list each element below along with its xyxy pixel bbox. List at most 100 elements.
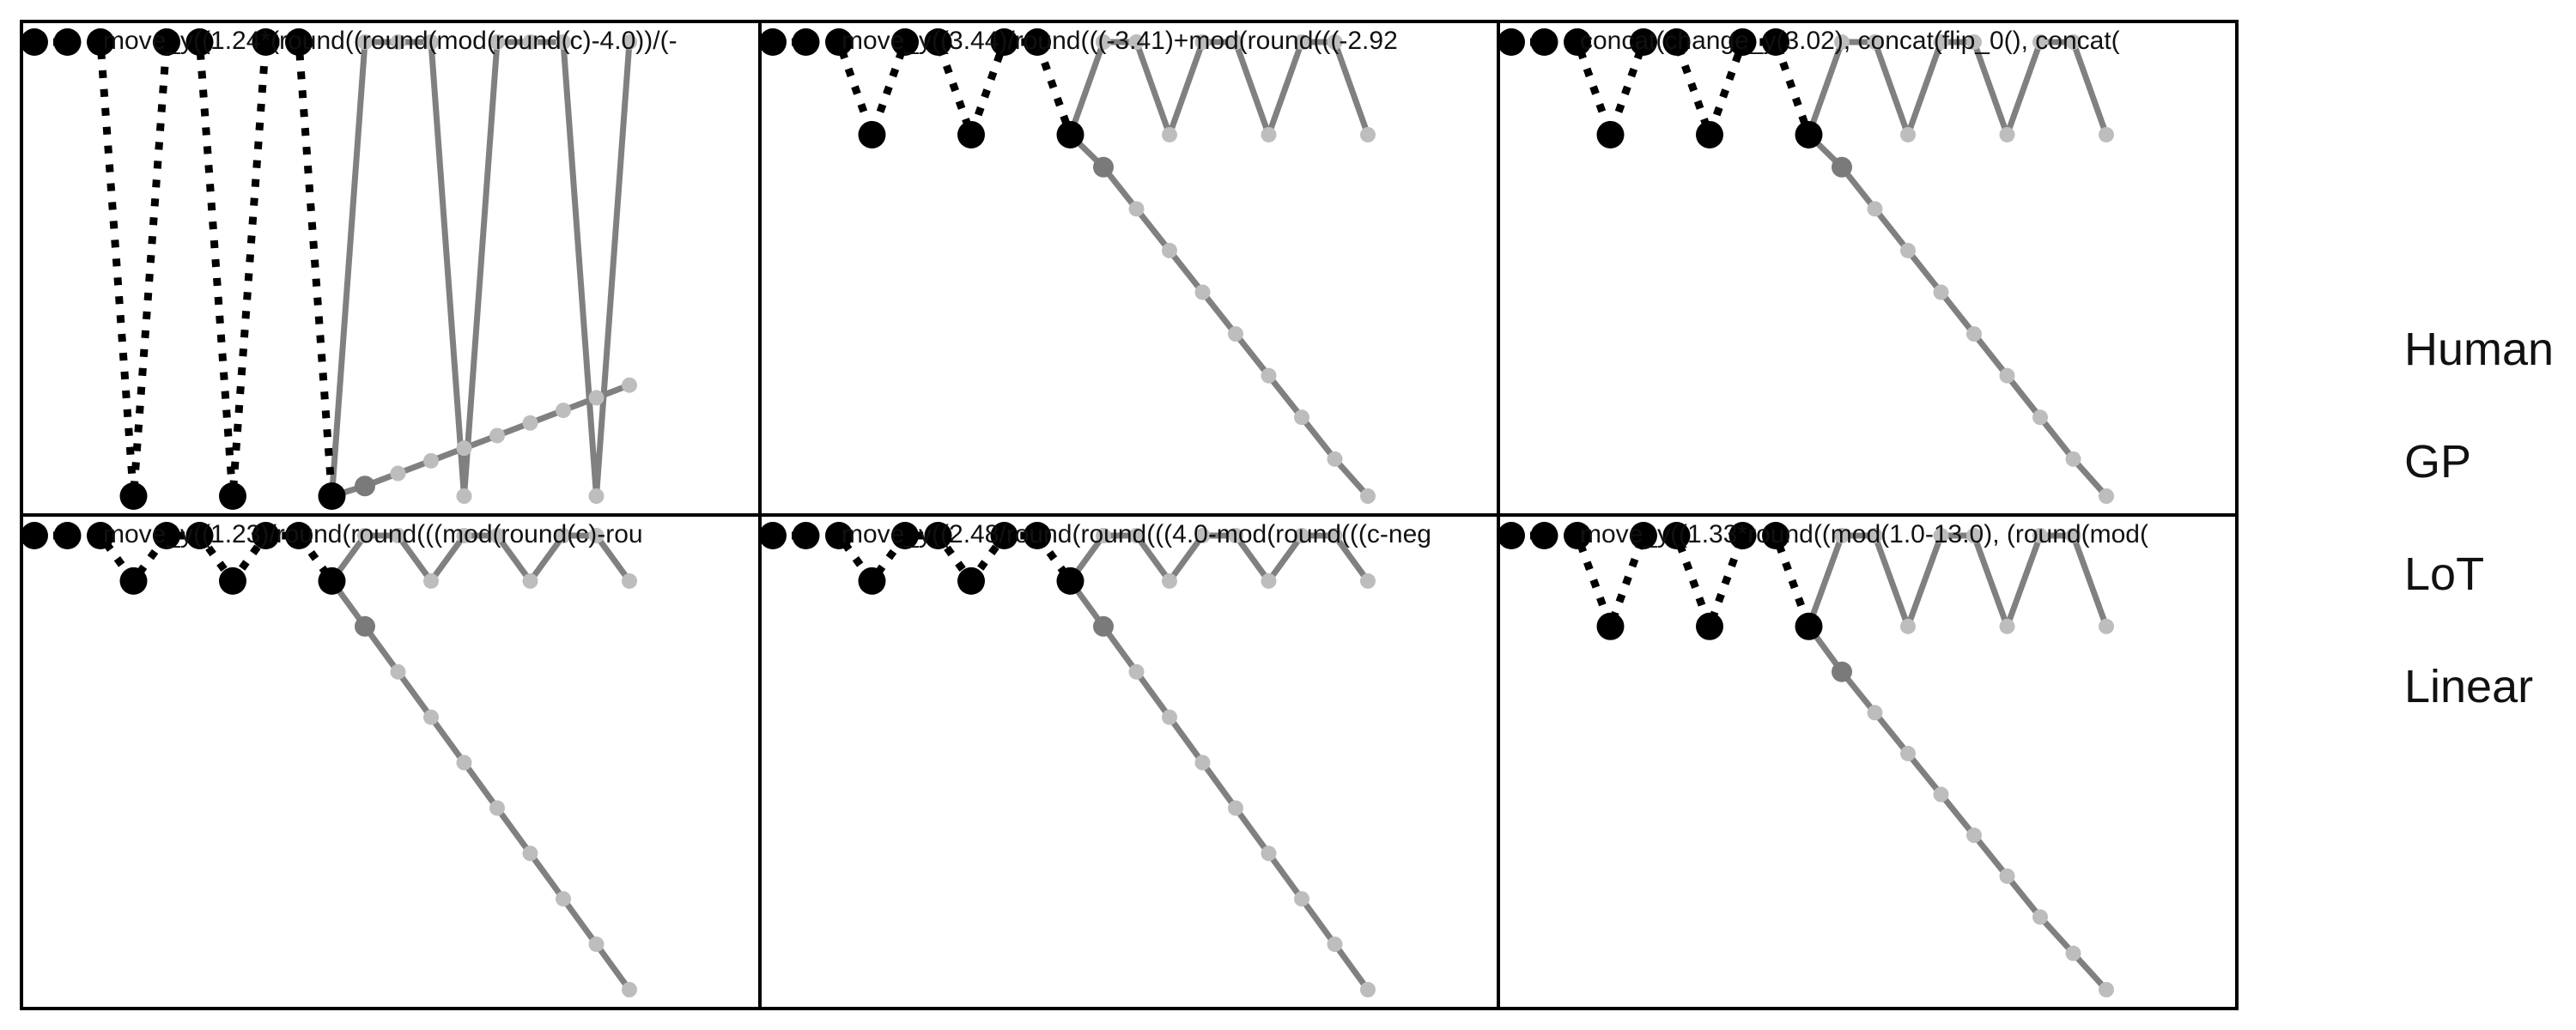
alternative-point [1933,786,1949,803]
alternative-point [1360,982,1376,997]
alternative-point [588,390,605,406]
alternative-point [2099,488,2114,504]
alternative-point [355,476,375,497]
predicted-point [1900,618,1916,634]
alternative-point [1228,326,1243,342]
alternative-path [1067,579,1370,992]
observed-path [34,531,336,588]
predicted-point [622,573,637,589]
observed-point [760,28,787,56]
alternative-point [1966,827,1982,844]
predicted-point [1162,126,1177,142]
predicted-path [329,39,633,500]
predicted-point [588,528,605,543]
predicted-point [2065,528,2081,543]
predicted-point [1294,34,1309,50]
sequence-panel: move_y((3.44)/round(((-3.41)+mod(round((… [760,27,1398,504]
sequence-panel: move_y((1.24*(round((round(mod(round(c)-… [21,27,677,510]
predicted-point [2032,34,2048,50]
observed-point [990,522,1018,549]
observed-point [1762,522,1789,549]
predicted-path [329,532,632,585]
observed-point [1024,522,1051,549]
predicted-point [1360,573,1376,589]
observed-point [1498,522,1525,549]
predicted-point [1194,528,1211,543]
observed-point [957,566,985,595]
alternative-point [556,891,571,907]
alternative-point [1360,488,1376,504]
observed-point [87,28,114,56]
observed-point [119,566,148,595]
predicted-point [1999,126,2015,142]
sequence-panel: concat(change_y(3.02), concat(flip_0(), … [1498,27,2120,504]
predicted-point [2099,618,2114,634]
predicted-point [2032,528,2048,543]
alternative-point [456,440,472,457]
alternative-point [1162,242,1177,258]
predicted-point [390,528,406,543]
predicted-point [1162,573,1177,589]
alternative-path [1806,624,2109,992]
observed-point [924,28,952,56]
observed-point [185,522,214,549]
alternative-point [390,663,406,680]
predicted-point [1294,528,1309,543]
observed-point [1564,522,1591,549]
alternative-point [1261,367,1277,384]
observed-point [1498,28,1525,56]
predicted-point [1128,528,1145,543]
observed-point [219,482,246,510]
observed-point [891,522,919,549]
observed-path [1511,531,1813,638]
panel-border [758,20,1500,517]
alternative-point [1832,661,1852,682]
panel-expression: concat(change_y(3.02), concat(flip_0(), … [1580,27,2120,55]
predicted-path [1067,39,1371,138]
predicted-point [1194,34,1211,50]
alternative-point [622,982,637,997]
alternative-point [1867,201,1883,217]
observed-point [990,28,1018,56]
observed-path [773,531,1074,588]
observed-point [153,28,180,56]
alternative-point [522,415,538,431]
observed-point [1630,522,1657,549]
panel-expression: move_y((1.33*round((mod(1.0-13.0), (roun… [1580,520,2148,548]
panel-border [1497,513,2239,1010]
predicted-point [1327,528,1343,543]
observed-point [1696,120,1723,148]
alternative-point [1999,868,2015,884]
alternative-point [1900,242,1916,258]
observed-point [891,28,919,56]
predicted-point [2065,34,2081,50]
alternative-point [456,754,472,771]
alternative-point [1327,451,1343,467]
alternative-point [1294,409,1309,426]
observed-point [1795,612,1823,640]
predicted-point [357,34,373,50]
predicted-point [1966,34,1982,50]
panel-expression: move_y((1.24*(round((round(mod(round(c)-… [103,27,677,55]
predicted-point [588,488,605,504]
alternative-point [1128,663,1145,680]
observed-point [1530,28,1558,56]
alternative-point [1832,156,1852,178]
observed-point [318,566,346,595]
observed-point [825,522,853,549]
observed-path [773,38,1074,147]
predicted-point [522,573,538,589]
observed-point [1024,28,1051,56]
sequence-panel: move_y((1.33*round((mod(1.0-13.0), (roun… [1498,520,2148,997]
predicted-point [556,528,571,543]
legend-item-linear: Linear [2404,661,2534,712]
predicted-point [2099,126,2114,142]
predicted-point [1834,528,1850,543]
alternative-point [2065,945,2081,961]
alternative-point [1228,800,1243,816]
alternative-point [2065,451,2081,467]
alternative-path [329,579,632,992]
alternative-point [522,845,538,862]
alternative-point [556,403,571,419]
